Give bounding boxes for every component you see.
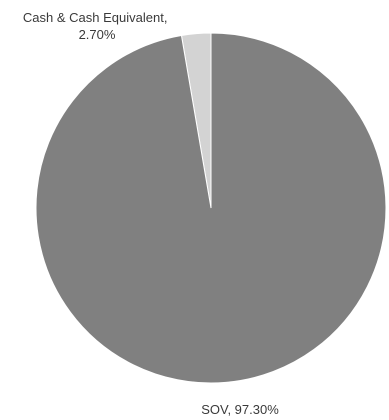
slice-label-cash: Cash & Cash Equivalent, 2.70%: [23, 10, 171, 42]
slice-label-cash-line-1: Cash & Cash Equivalent,: [23, 10, 168, 25]
slice-label-cash-line-2: 2.70%: [79, 27, 116, 42]
pie-slice-1: [35, 32, 387, 384]
slice-label-sov: SOV, 97.30%: [201, 402, 279, 417]
pie-slices: [35, 32, 387, 384]
slice-label-sov-line-1: SOV, 97.30%: [201, 402, 279, 417]
